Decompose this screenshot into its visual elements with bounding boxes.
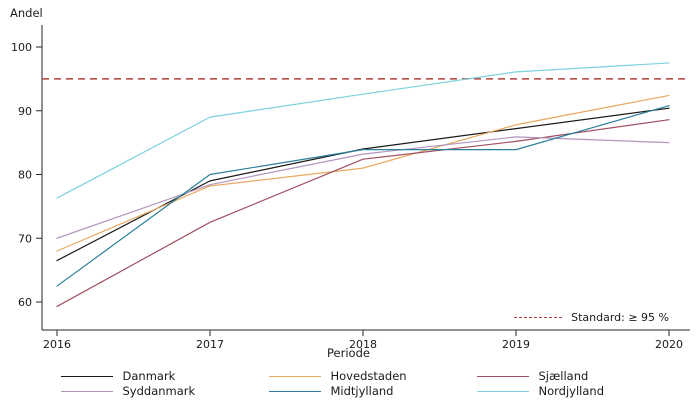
series-line-danmark <box>56 107 670 262</box>
reference-dashed-line-sample <box>514 317 563 318</box>
legend-swatch <box>60 390 113 392</box>
legend-swatch <box>476 375 529 377</box>
legend-item-hovedstaden: Hovedstaden <box>268 369 429 383</box>
legend-swatch <box>60 375 113 377</box>
legend-label: Danmark <box>122 369 176 383</box>
x-tick-label: 2019 <box>502 338 530 351</box>
series-line-sjælland <box>56 119 670 308</box>
y-tick-label: 60 <box>18 296 32 309</box>
series-line-midtjylland <box>56 105 670 287</box>
x-tick-label: 2016 <box>43 338 71 351</box>
legend-item-midtjylland: Midtjylland <box>268 384 429 398</box>
series-legend: Danmark Hovedstaden Sjælland Syddanmark Midt… <box>0 369 697 398</box>
series-legend-grid: Danmark Hovedstaden Sjælland Syddanmark Midt… <box>60 369 637 398</box>
legend-label: Hovedstaden <box>330 369 407 383</box>
x-tick-label: 2018 <box>349 338 377 351</box>
legend-item-danmark: Danmark <box>60 369 221 383</box>
legend-swatch <box>268 390 321 392</box>
x-tick-label: 2020 <box>655 338 683 351</box>
y-axis-title: Andel <box>10 6 43 20</box>
y-tick-label: 90 <box>18 105 32 118</box>
x-tick-label: 2017 <box>196 338 224 351</box>
x-axis-title: Periode <box>327 346 370 360</box>
legend-label: Syddanmark <box>122 384 196 398</box>
legend-item-nordjylland: Nordjylland <box>476 384 637 398</box>
legend-swatch <box>476 390 529 392</box>
legend-item-sjælland: Sjælland <box>476 369 637 383</box>
y-tick-label: 100 <box>11 41 32 54</box>
legend-label: Sjælland <box>538 369 589 383</box>
series-line-syddanmark <box>56 136 670 239</box>
series-line-nordjylland <box>56 62 670 199</box>
y-tick-label: 80 <box>18 169 32 182</box>
series-line-hovedstaden <box>56 94 670 252</box>
reference-line-label: Standard: ≥ 95 % <box>571 311 669 324</box>
legend-item-syddanmark: Syddanmark <box>60 384 221 398</box>
legend-label: Nordjylland <box>538 384 605 398</box>
reference-line-legend: Standard: ≥ 95 % <box>514 311 669 324</box>
legend-label: Midtjylland <box>330 384 394 398</box>
legend-swatch <box>268 375 321 377</box>
y-tick-label: 70 <box>18 232 32 245</box>
